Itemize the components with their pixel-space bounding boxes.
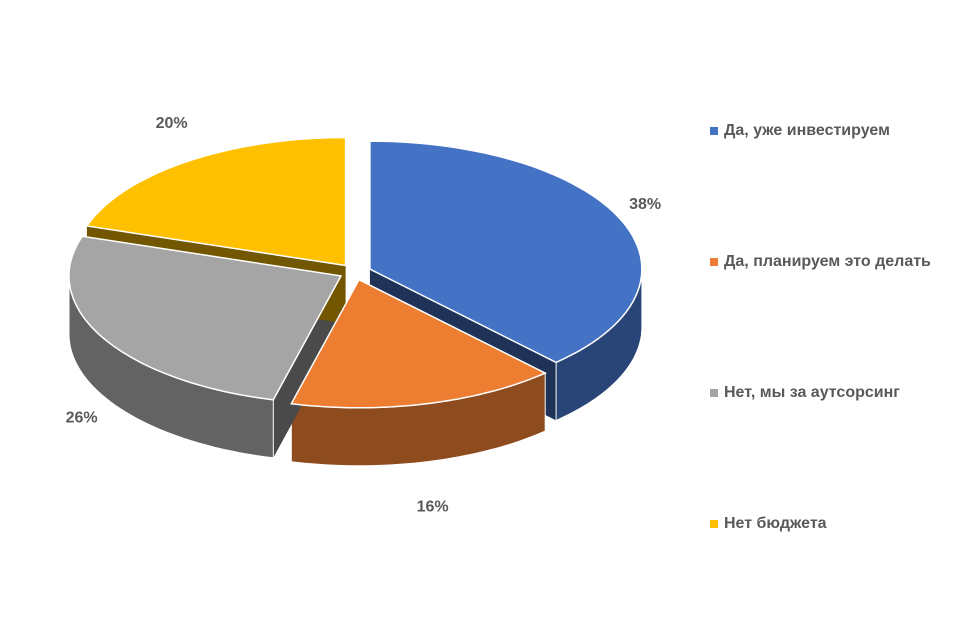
legend-swatch	[710, 520, 718, 528]
legend-label: Нет бюджета	[724, 515, 827, 532]
legend-label: Да, планируем это делать	[724, 253, 931, 270]
slice	[68, 235, 343, 401]
data-label: 16%	[417, 498, 449, 515]
slice	[369, 140, 643, 364]
slice	[85, 136, 347, 267]
data-label: 38%	[629, 196, 661, 213]
data-label: 26%	[66, 409, 98, 426]
legend-swatch	[710, 127, 718, 135]
legend-swatch	[710, 258, 718, 266]
legend-label: Да, уже инвестируем	[724, 122, 890, 139]
slice	[290, 278, 548, 409]
data-label: 20%	[156, 115, 188, 132]
legend-swatch	[710, 389, 718, 397]
legend-label: Нет, мы за аутсорсинг	[724, 384, 900, 401]
